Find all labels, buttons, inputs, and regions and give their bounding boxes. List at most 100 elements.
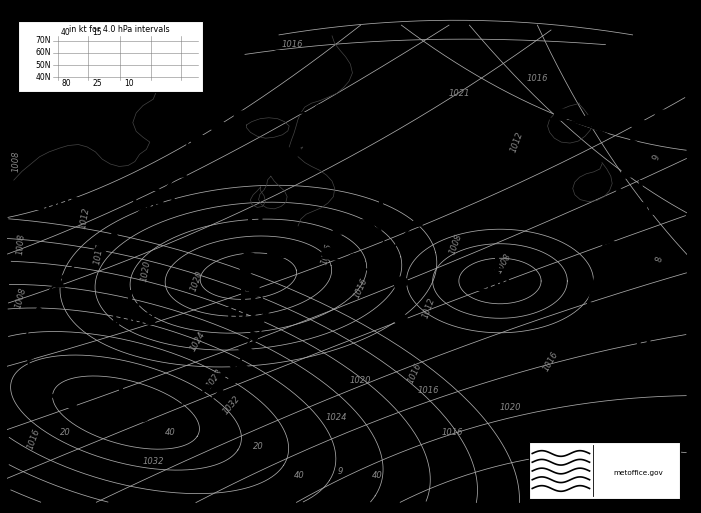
Text: 20: 20 — [60, 427, 71, 437]
Text: 1003: 1003 — [33, 196, 83, 214]
Circle shape — [287, 102, 302, 113]
Polygon shape — [238, 348, 250, 356]
Circle shape — [241, 253, 257, 263]
Polygon shape — [126, 411, 139, 420]
Polygon shape — [374, 230, 385, 238]
Text: 40: 40 — [294, 471, 305, 481]
Circle shape — [295, 246, 310, 256]
Polygon shape — [604, 236, 615, 245]
Text: 1012: 1012 — [421, 296, 437, 320]
Text: ×: × — [69, 203, 77, 213]
Circle shape — [268, 247, 283, 258]
Polygon shape — [38, 381, 51, 390]
Circle shape — [191, 134, 206, 145]
Polygon shape — [182, 116, 194, 126]
Polygon shape — [175, 169, 188, 178]
Polygon shape — [174, 152, 186, 162]
Text: 1016: 1016 — [352, 277, 369, 300]
Polygon shape — [620, 171, 632, 180]
Polygon shape — [446, 153, 458, 162]
Polygon shape — [248, 284, 260, 293]
Text: 1032: 1032 — [142, 457, 164, 466]
Circle shape — [497, 111, 512, 122]
Polygon shape — [410, 219, 423, 228]
Polygon shape — [247, 334, 260, 343]
Circle shape — [582, 115, 597, 126]
Text: H: H — [634, 328, 651, 348]
Polygon shape — [590, 285, 602, 294]
Polygon shape — [64, 267, 78, 275]
Text: 1016: 1016 — [93, 243, 105, 266]
Polygon shape — [185, 393, 197, 402]
Text: 1024: 1024 — [326, 413, 348, 422]
Polygon shape — [107, 231, 120, 240]
Polygon shape — [50, 393, 62, 402]
Polygon shape — [250, 288, 261, 297]
Polygon shape — [253, 315, 264, 325]
Polygon shape — [430, 186, 443, 195]
Text: 40: 40 — [61, 28, 71, 37]
Text: 9: 9 — [337, 466, 343, 476]
Text: L: L — [146, 175, 161, 195]
Text: 1016: 1016 — [542, 350, 560, 373]
Text: 40: 40 — [165, 427, 175, 437]
Text: 1008: 1008 — [15, 233, 26, 255]
Polygon shape — [625, 154, 637, 164]
Circle shape — [554, 109, 569, 120]
Text: 1016: 1016 — [526, 74, 548, 83]
Polygon shape — [149, 195, 162, 204]
Text: H: H — [239, 285, 258, 305]
Text: L: L — [125, 289, 140, 309]
Polygon shape — [243, 346, 256, 355]
Polygon shape — [215, 373, 227, 382]
Text: 10: 10 — [124, 79, 134, 88]
Text: 25: 25 — [93, 79, 102, 88]
Text: metoffice.gov: metoffice.gov — [613, 470, 662, 476]
Text: H: H — [117, 387, 135, 407]
Polygon shape — [236, 361, 249, 369]
Text: 1016: 1016 — [320, 243, 334, 266]
Text: 1016: 1016 — [407, 362, 423, 385]
Text: 8: 8 — [655, 255, 665, 263]
Circle shape — [449, 133, 463, 144]
Text: H: H — [246, 216, 264, 236]
Text: 1016: 1016 — [418, 386, 440, 395]
Text: 60N: 60N — [36, 48, 51, 57]
Polygon shape — [34, 306, 46, 315]
Polygon shape — [242, 274, 254, 283]
Text: 1016: 1016 — [442, 427, 463, 437]
Text: 101: 101 — [625, 350, 660, 368]
Text: 1023: 1023 — [230, 238, 280, 256]
Polygon shape — [104, 411, 118, 420]
Polygon shape — [364, 220, 375, 229]
Circle shape — [394, 277, 408, 287]
Polygon shape — [367, 260, 378, 268]
Polygon shape — [226, 375, 238, 383]
Text: L: L — [51, 175, 65, 195]
Polygon shape — [79, 255, 91, 264]
Text: ×: × — [266, 244, 274, 254]
Polygon shape — [611, 203, 623, 213]
Text: ×: × — [511, 283, 519, 293]
Text: 1020: 1020 — [499, 403, 521, 412]
Polygon shape — [250, 58, 261, 68]
Polygon shape — [30, 367, 43, 376]
Polygon shape — [163, 183, 176, 191]
Circle shape — [393, 314, 407, 324]
Text: ×: × — [259, 312, 267, 323]
Text: 1008: 1008 — [13, 286, 28, 310]
Text: 70N: 70N — [36, 36, 51, 45]
Text: 1020: 1020 — [140, 260, 153, 283]
Polygon shape — [629, 138, 641, 148]
Text: ×: × — [470, 135, 478, 145]
Text: 50N: 50N — [36, 61, 51, 70]
Polygon shape — [385, 249, 397, 258]
Text: 1008: 1008 — [11, 151, 20, 172]
Polygon shape — [253, 303, 265, 312]
Text: 1012: 1012 — [509, 130, 525, 154]
Polygon shape — [386, 261, 399, 270]
Polygon shape — [26, 336, 38, 346]
Polygon shape — [135, 208, 148, 216]
Polygon shape — [586, 301, 598, 310]
Circle shape — [175, 133, 189, 143]
